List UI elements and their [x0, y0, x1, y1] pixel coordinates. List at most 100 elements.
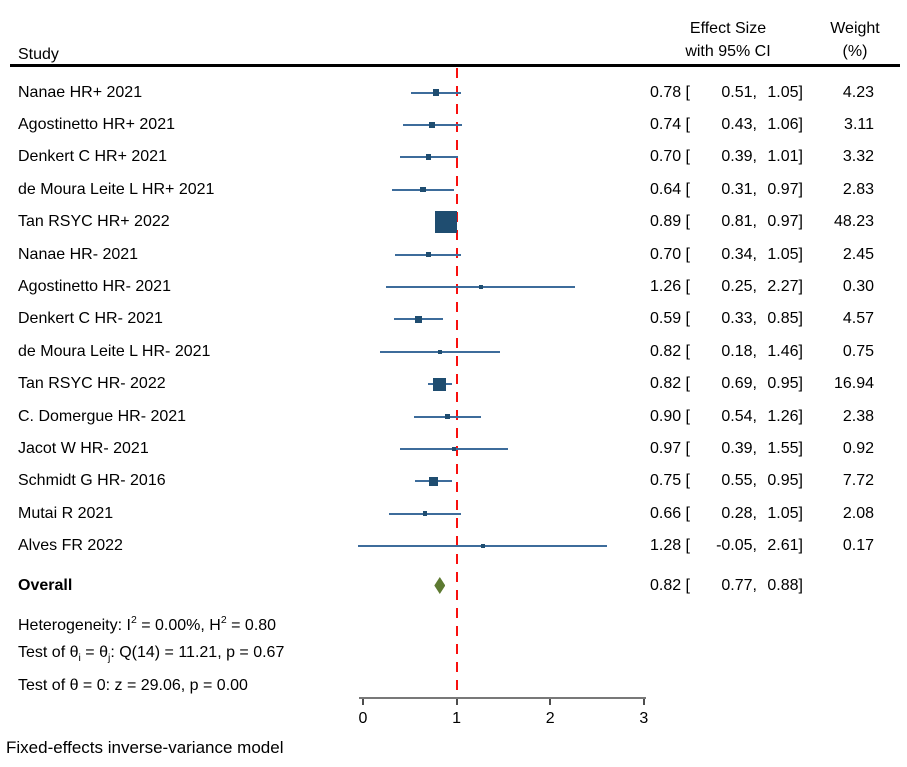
study-label: Alves FR 2022: [18, 537, 123, 555]
x-axis-tick: [642, 699, 645, 705]
study-label: Nanae HR+ 2021: [18, 83, 143, 101]
study-effect-value: 0.97 [0.39, 1.55]: [640, 438, 803, 460]
study-weight: 3.11: [844, 115, 874, 133]
x-axis-tick-label: 0: [358, 710, 368, 727]
effect-marker: [414, 315, 422, 323]
study-label: Schmidt G HR- 2016: [18, 472, 166, 490]
study-weight: 48.23: [833, 213, 874, 231]
study-weight: 2.45: [842, 245, 874, 263]
x-axis-tick-label: 1: [452, 710, 462, 727]
study-weight: 4.23: [842, 83, 874, 101]
study-label: Jacot W HR- 2021: [18, 439, 149, 457]
study-estimate: 0.90 [: [649, 407, 690, 425]
column-header-weight-line1: Weight: [830, 20, 880, 37]
model-footnote: Fixed-effects inverse-variance model: [6, 738, 284, 757]
study-ci-lower: 0.81,: [721, 213, 757, 231]
study-label: Tan RSYC HR- 2022: [18, 375, 166, 393]
study-ci-lower: 0.33,: [721, 310, 757, 328]
study-estimate: 0.75 [: [649, 472, 690, 490]
column-header-effect-size: Effect Size with 95% CI: [645, 17, 811, 63]
study-ci-upper: 0.97]: [767, 213, 803, 231]
study-ci-lower: 0.25,: [721, 277, 757, 295]
stats-line: Test of θi = θj: Q(14) = 11.21, p = 0.67: [18, 643, 285, 664]
effect-marker: [437, 349, 442, 354]
study-ci-lower: 0.54,: [721, 407, 757, 425]
study-weight: 0.75: [842, 342, 874, 360]
column-header-weight: Weight (%): [815, 17, 895, 63]
study-estimate: 0.82 [: [649, 342, 690, 360]
study-ci-lower: 0.18,: [721, 342, 757, 360]
study-effect-value: 0.59 [ 0.33, 0.85]: [640, 308, 803, 330]
study-weight: 0.17: [842, 537, 874, 555]
study-weight: 3.32: [842, 148, 874, 166]
study-label: Agostinetto HR+ 2021: [18, 115, 175, 133]
study-ci-upper: 0.95]: [767, 472, 803, 490]
effect-marker: [433, 377, 447, 391]
study-ci-lower: -0.05,: [716, 537, 757, 555]
effect-marker: [426, 252, 431, 257]
study-ci-lower: 0.31,: [721, 180, 757, 198]
study-ci-upper: 0.95]: [767, 375, 803, 393]
study-label: Denkert C HR- 2021: [18, 310, 163, 328]
study-label: de Moura Leite L HR- 2021: [18, 342, 211, 360]
study-ci-lower: 0.69,: [721, 375, 757, 393]
study-ci-upper: 1.05]: [767, 83, 803, 101]
study-ci-lower: 0.55,: [721, 472, 757, 490]
study-label: Tan RSYC HR+ 2022: [18, 213, 170, 231]
study-ci-upper: 0.85]: [767, 310, 803, 328]
overall-estimate: 0.82 [: [649, 576, 690, 594]
effect-marker: [451, 446, 456, 451]
study-ci-lower: 0.28,: [721, 504, 757, 522]
study-ci-upper: 2.27]: [767, 277, 803, 295]
study-label: de Moura Leite L HR+ 2021: [18, 180, 215, 198]
column-header-study: Study: [18, 46, 59, 63]
study-weight: 2.38: [842, 407, 874, 425]
study-estimate: 0.70 [: [649, 245, 690, 263]
study-weight: 0.30: [842, 277, 874, 295]
study-effect-value: 0.74 [0.43, 1.06]: [640, 114, 803, 136]
effect-marker: [429, 122, 435, 128]
study-weight: 0.92: [842, 439, 874, 457]
study-effect-value: 0.82 [0.18, 1.46]: [640, 341, 803, 363]
study-effect-value: 0.89 [0.81, 0.97]: [640, 211, 803, 233]
study-ci-lower: 0.43,: [721, 115, 757, 133]
study-effect-value: 1.26 [ 0.25, 2.27]: [640, 276, 803, 298]
study-effect-value: 0.78 [0.51, 1.05]: [640, 82, 803, 104]
study-estimate: 0.78 [: [649, 83, 690, 101]
study-estimate: 0.59 [: [649, 310, 690, 328]
study-weight: 4.57: [842, 310, 874, 328]
study-estimate: 0.70 [: [649, 148, 690, 166]
overall-label: Overall: [18, 576, 73, 594]
effect-marker: [480, 544, 485, 549]
effect-marker: [435, 211, 458, 234]
reference-line: [455, 68, 458, 697]
effect-marker: [428, 476, 438, 486]
study-effect-value: 0.70 [0.34, 1.05]: [640, 244, 803, 266]
x-axis-tick-label: 2: [545, 710, 555, 727]
study-ci-lower: 0.39,: [721, 148, 757, 166]
study-label: C. Domergue HR- 2021: [18, 407, 187, 425]
x-axis-tick: [549, 699, 552, 705]
overall-ci-lower: 0.77,: [721, 576, 757, 594]
study-effect-value: 0.70 [ 0.39, 1.01]: [640, 146, 803, 168]
study-estimate: 1.26 [: [649, 277, 690, 295]
column-header-weight-line2: (%): [842, 43, 868, 60]
effect-marker: [478, 284, 483, 289]
study-ci-lower: 0.39,: [721, 439, 757, 457]
study-label: Nanae HR- 2021: [18, 245, 139, 263]
column-header-effect-size-line2: with 95% CI: [685, 43, 771, 60]
x-axis-line: [359, 697, 646, 699]
study-weight: 7.72: [842, 472, 874, 490]
header-divider-line: [10, 64, 900, 67]
study-ci-lower: 0.34,: [721, 245, 757, 263]
study-ci-upper: 1.01]: [767, 148, 803, 166]
study-ci-upper: 1.06]: [767, 115, 803, 133]
stats-line: Heterogeneity: I2 = 0.00%, H2 = 0.80: [18, 613, 277, 634]
study-label: Mutai R 2021: [18, 504, 114, 522]
study-estimate: 0.64 [: [649, 180, 690, 198]
effect-marker: [425, 154, 432, 161]
x-axis-tick: [455, 699, 458, 705]
x-axis-tick-label: 3: [639, 710, 649, 727]
overall-diamond: [434, 577, 446, 594]
